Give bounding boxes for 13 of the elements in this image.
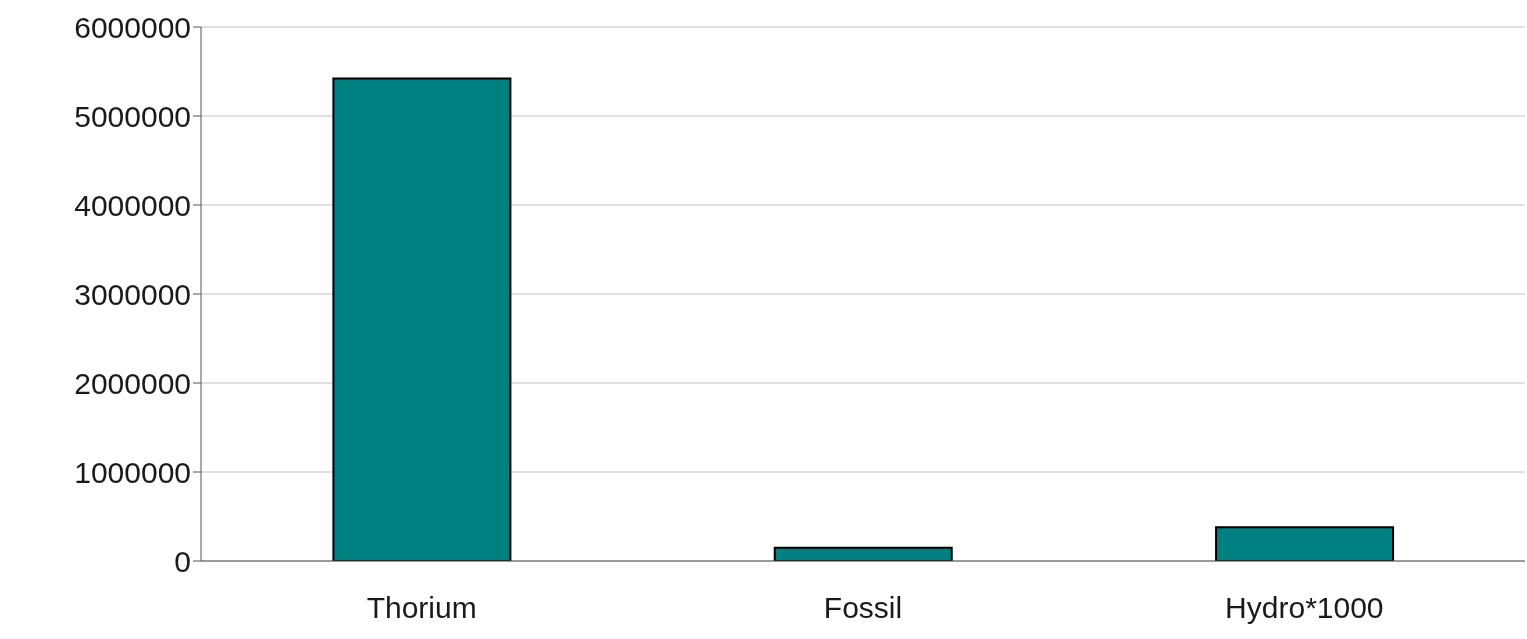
y-tick-label: 4000000	[74, 188, 191, 222]
y-tick-label: 0	[174, 544, 191, 578]
y-tick-label: 6000000	[74, 10, 191, 44]
y-tick-label: 3000000	[74, 277, 191, 311]
y-tick-label: 1000000	[74, 455, 191, 489]
x-tick-label: Hydro*1000	[1225, 591, 1384, 625]
y-tick-label: 5000000	[74, 99, 191, 133]
x-tick-label: Thorium	[366, 591, 477, 625]
x-tick-label: Fossil	[823, 591, 903, 625]
bar	[332, 77, 512, 561]
bar	[773, 546, 953, 561]
bar	[1215, 526, 1395, 561]
y-tick-label: 2000000	[74, 366, 191, 400]
